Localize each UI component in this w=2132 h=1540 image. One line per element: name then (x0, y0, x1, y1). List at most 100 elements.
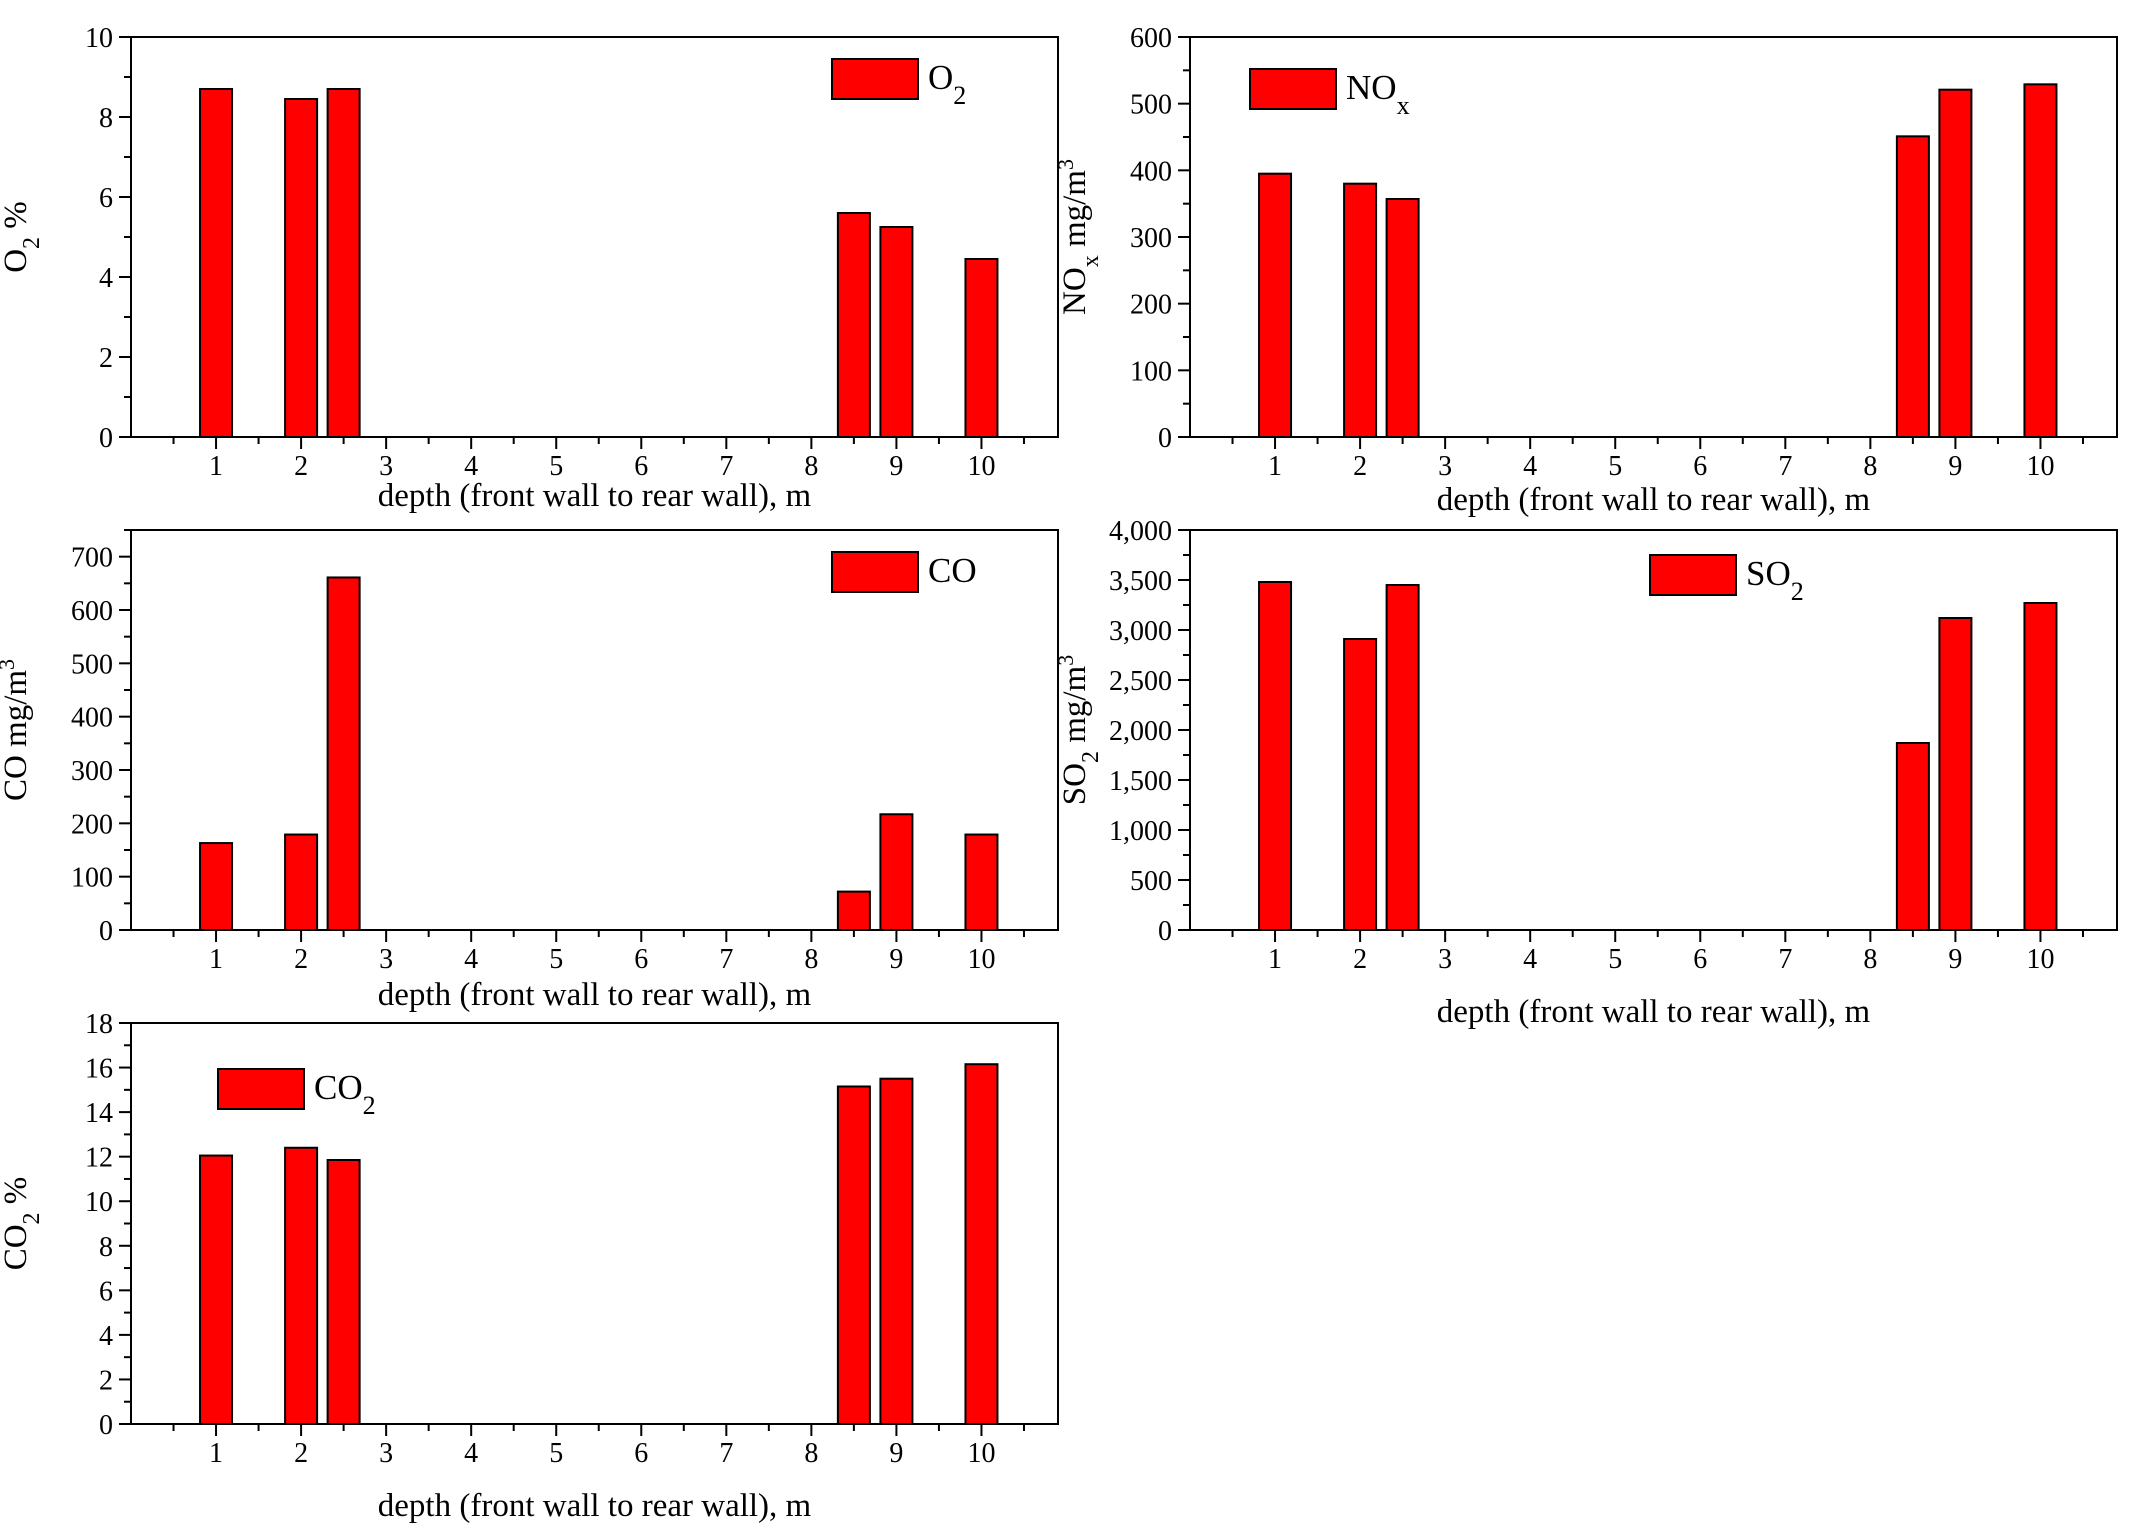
x-tick-label: 9 (889, 1438, 903, 1469)
legend-label: SO2 (1746, 554, 1804, 606)
bar (1938, 88, 1973, 439)
y-tick-label: 200 (1130, 290, 1172, 321)
x-tick-label: 1 (209, 1438, 223, 1469)
legend-label: CO (928, 551, 977, 590)
y-tick-label: 8 (99, 1232, 113, 1263)
y-tick-label: 18 (85, 1009, 113, 1040)
y-tick-label: 500 (1130, 90, 1172, 121)
bar (1895, 742, 1930, 931)
y-tick-label: 10 (85, 1187, 113, 1218)
bar (964, 833, 999, 931)
bar (1343, 638, 1378, 931)
y-tick-label: 16 (85, 1054, 113, 1085)
y-axis-label: O2 % (0, 201, 45, 273)
bar (879, 1077, 914, 1425)
y-tick-label: 2 (99, 343, 113, 374)
y-tick-label: 500 (71, 649, 113, 680)
bar (284, 98, 319, 438)
x-tick-label: 1 (1268, 451, 1282, 482)
y-tick-label: 0 (1158, 916, 1172, 947)
y-tick-label: 3,500 (1109, 566, 1172, 597)
legend-swatch (831, 551, 919, 593)
x-tick-label: 7 (719, 944, 733, 975)
y-tick-label: 600 (1130, 23, 1172, 54)
x-tick-label: 1 (209, 451, 223, 482)
y-tick-label: 4,000 (1109, 516, 1172, 547)
y-tick-label: 0 (1158, 423, 1172, 454)
x-tick-label: 10 (967, 1438, 995, 1469)
x-axis-label: depth (front wall to rear wall), m (1437, 482, 1871, 518)
bar (879, 813, 914, 931)
x-tick-label: 5 (549, 451, 563, 482)
bar (1938, 617, 1973, 931)
x-tick-label: 5 (549, 1438, 563, 1469)
x-tick-label: 7 (1778, 944, 1792, 975)
bar (284, 833, 319, 931)
y-tick-label: 4 (99, 263, 113, 294)
y-tick-label: 10 (85, 23, 113, 54)
x-tick-label: 8 (1863, 944, 1877, 975)
x-tick-label: 3 (379, 944, 393, 975)
x-tick-label: 2 (1353, 451, 1367, 482)
y-tick-label: 300 (71, 756, 113, 787)
x-tick-label: 3 (1438, 944, 1452, 975)
x-tick-label: 3 (1438, 451, 1452, 482)
y-tick-label: 1,000 (1109, 816, 1172, 847)
bar (2023, 602, 2058, 931)
bar (1385, 198, 1420, 438)
bar (326, 576, 361, 931)
y-tick-label: 500 (1130, 866, 1172, 897)
x-tick-label: 5 (549, 944, 563, 975)
x-tick-label: 1 (1268, 944, 1282, 975)
bar (1258, 172, 1293, 439)
y-tick-label: 3,000 (1109, 616, 1172, 647)
x-axis-label: depth (front wall to rear wall), m (378, 977, 812, 1013)
legend-swatch (1249, 68, 1337, 110)
plot-frame (130, 529, 1059, 931)
bar (2023, 83, 2058, 438)
x-tick-label: 9 (889, 944, 903, 975)
x-tick-label: 2 (294, 451, 308, 482)
y-tick-label: 2 (99, 1365, 113, 1396)
x-tick-label: 4 (464, 1438, 478, 1469)
y-tick-label: 4 (99, 1321, 113, 1352)
x-tick-label: 5 (1608, 451, 1622, 482)
legend: SO2 (1649, 554, 1804, 606)
y-tick-label: 1,500 (1109, 766, 1172, 797)
x-tick-label: 10 (967, 451, 995, 482)
x-tick-label: 8 (804, 451, 818, 482)
y-tick-label: 8 (99, 103, 113, 134)
bar (199, 88, 234, 438)
legend: CO2 (217, 1068, 376, 1120)
bar (836, 890, 871, 931)
y-tick-label: 6 (99, 183, 113, 214)
x-tick-label: 3 (379, 1438, 393, 1469)
bar (284, 1146, 319, 1426)
x-tick-label: 2 (294, 1438, 308, 1469)
x-tick-label: 6 (634, 944, 648, 975)
x-tick-label: 4 (464, 944, 478, 975)
legend: CO (831, 551, 977, 593)
chart-o2: 1 2 3 4 5 6 7 8 9 10 0 2 4 6 8 10 depth (front wall to r… (0, 23, 1059, 514)
x-tick-label: 7 (719, 1438, 733, 1469)
legend: NOx (1249, 68, 1410, 120)
legend-swatch (1649, 554, 1737, 596)
x-tick-label: 1 (209, 944, 223, 975)
x-tick-label: 9 (1948, 451, 1962, 482)
bar (836, 212, 871, 438)
bar (199, 842, 234, 931)
x-tick-label: 9 (1948, 944, 1962, 975)
y-axis-label: CO2 % (0, 1177, 45, 1271)
x-tick-label: 2 (1353, 944, 1367, 975)
bar (964, 258, 999, 438)
legend-swatch (217, 1068, 305, 1110)
x-tick-label: 7 (719, 451, 733, 482)
y-tick-label: 100 (71, 863, 113, 894)
y-tick-label: 2,500 (1109, 666, 1172, 697)
y-tick-label: 200 (71, 809, 113, 840)
legend-label: CO2 (314, 1068, 376, 1120)
y-tick-label: 0 (99, 423, 113, 454)
